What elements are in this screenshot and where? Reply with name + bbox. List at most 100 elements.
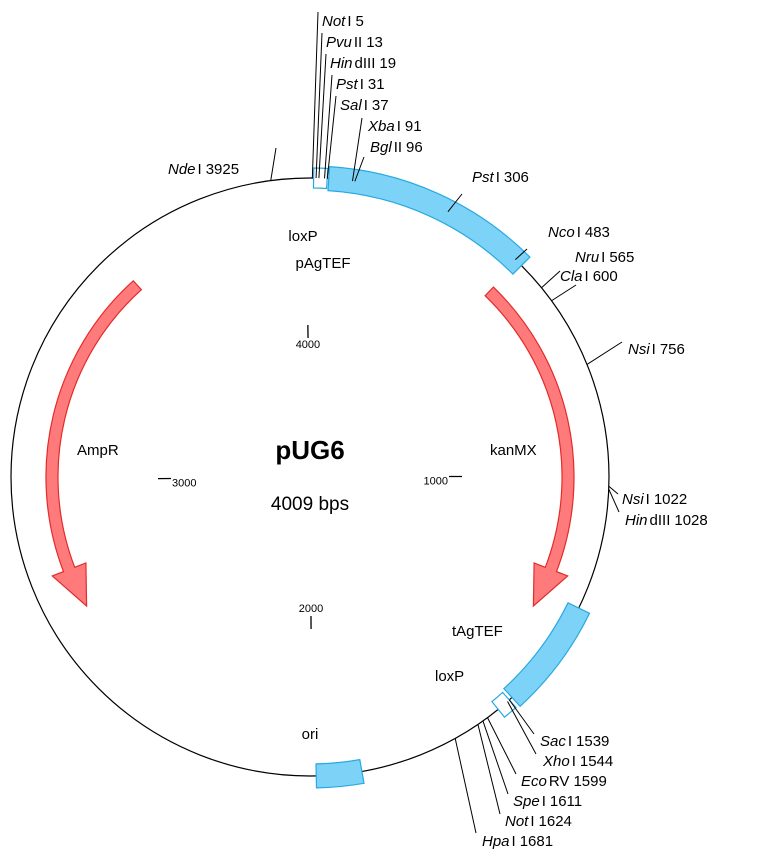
site-leader [318, 53, 327, 179]
plasmid-name: pUG6 [275, 435, 344, 465]
site-position: 565 [609, 249, 634, 266]
feature-label: loxP [288, 228, 317, 245]
enzyme-name: Hpa [482, 833, 510, 849]
enzyme-suffix: I [652, 341, 656, 358]
site-leader [315, 32, 323, 179]
site-leader [487, 717, 517, 775]
loxp-box [312, 167, 329, 190]
enzyme-suffix: I [360, 76, 364, 93]
enzyme-suffix: II [354, 34, 362, 51]
site-leader [514, 248, 528, 261]
site-label: Cla I 600 [560, 268, 618, 285]
site-position: 3925 [206, 161, 239, 178]
feature-label: AmpR [77, 442, 119, 459]
site-label: Not I 1624 [505, 813, 572, 830]
site-label: Pst I 306 [472, 169, 529, 186]
enzyme-name: Bgl [370, 139, 392, 156]
site-position: 306 [504, 169, 529, 186]
enzyme-name: Nsi [622, 491, 644, 508]
site-position: 1624 [539, 813, 572, 830]
feature-label: kanMX [490, 442, 537, 459]
enzyme-name: Pst [472, 169, 495, 186]
enzyme-name: Xho [542, 753, 570, 770]
enzyme-suffix: I [496, 169, 500, 186]
site-leader [447, 193, 463, 213]
enzyme-name: Spe [513, 793, 540, 810]
enzyme-name: Nde [168, 161, 196, 178]
enzyme-suffix: I [601, 249, 605, 266]
enzyme-suffix: I [397, 118, 401, 135]
enzyme-name: Pvu [326, 34, 353, 51]
site-label: Xho I 1544 [542, 753, 613, 770]
site-leader [507, 701, 537, 755]
site-position: 1028 [674, 512, 707, 529]
site-position: 13 [366, 34, 383, 51]
site-label: Hin dIII 1028 [625, 512, 708, 529]
enzyme-name: Not [505, 813, 529, 830]
site-position: 1544 [580, 753, 613, 770]
site-position: 1022 [654, 491, 687, 508]
site-position: 483 [585, 224, 610, 241]
enzyme-name: Nsi [628, 341, 650, 358]
scale-label: 4000 [296, 339, 320, 351]
site-position: 1681 [520, 833, 553, 849]
enzyme-name: Sac [540, 733, 566, 750]
enzyme-suffix: II [394, 139, 402, 156]
site-leader [354, 156, 365, 182]
site-position: 1611 [550, 793, 582, 810]
feature-label: tAgTEF [452, 623, 503, 640]
site-position: 19 [379, 55, 396, 72]
enzyme-name: Nco [548, 224, 575, 241]
site-label: Hpa I 1681 [482, 833, 553, 849]
site-position: 756 [660, 341, 685, 358]
site-leader [477, 724, 501, 815]
site-label: Hin dIII 19 [330, 55, 396, 72]
enzyme-name: Pst [336, 76, 359, 93]
enzyme-suffix: I [585, 268, 589, 285]
site-label: Nru I 565 [575, 249, 634, 266]
site-leader [508, 699, 535, 735]
site-leader [482, 720, 509, 795]
gene-arrow [45, 279, 143, 608]
enzyme-suffix: I [198, 161, 202, 178]
feature-label: loxP [435, 668, 464, 685]
enzyme-suffix: I [347, 13, 351, 30]
site-leader [352, 117, 363, 182]
gene-arrow [484, 286, 575, 608]
enzyme-suffix: dIII [355, 55, 376, 72]
feature-box [327, 165, 531, 275]
site-position: 600 [593, 268, 618, 285]
enzyme-suffix: I [512, 833, 516, 849]
enzyme-suffix: I [572, 753, 576, 770]
site-leader [586, 341, 623, 365]
enzyme-name: Hin [625, 512, 648, 529]
enzyme-suffix: I [646, 491, 650, 508]
enzyme-name: Cla [560, 268, 583, 285]
site-leader [551, 284, 577, 302]
plasmid-size: 4009 bps [271, 494, 349, 515]
site-label: Nsi I 756 [628, 341, 685, 358]
site-label: Bgl II 96 [370, 139, 423, 156]
site-label: Pvu II 13 [326, 34, 383, 51]
scale-label: 2000 [299, 603, 323, 615]
enzyme-name: Eco [521, 773, 547, 790]
enzyme-suffix: I [577, 224, 581, 241]
site-label: Nsi I 1022 [622, 491, 687, 508]
enzyme-name: Nru [575, 249, 600, 266]
site-label: Eco RV 1599 [521, 773, 607, 790]
enzyme-suffix: dIII [650, 512, 671, 529]
site-label: Sac I 1539 [540, 733, 609, 750]
site-position: 91 [405, 118, 422, 135]
site-leader [270, 147, 277, 181]
site-position: 96 [406, 139, 423, 156]
site-leader [311, 11, 319, 179]
site-position: 1539 [576, 733, 609, 750]
enzyme-name: Xba [367, 118, 395, 135]
site-position: 37 [372, 97, 389, 114]
site-leader [324, 74, 333, 179]
site-label: Sal I 37 [340, 97, 389, 114]
site-leader [608, 485, 619, 495]
site-position: 1599 [573, 773, 606, 790]
site-leader [326, 95, 337, 179]
